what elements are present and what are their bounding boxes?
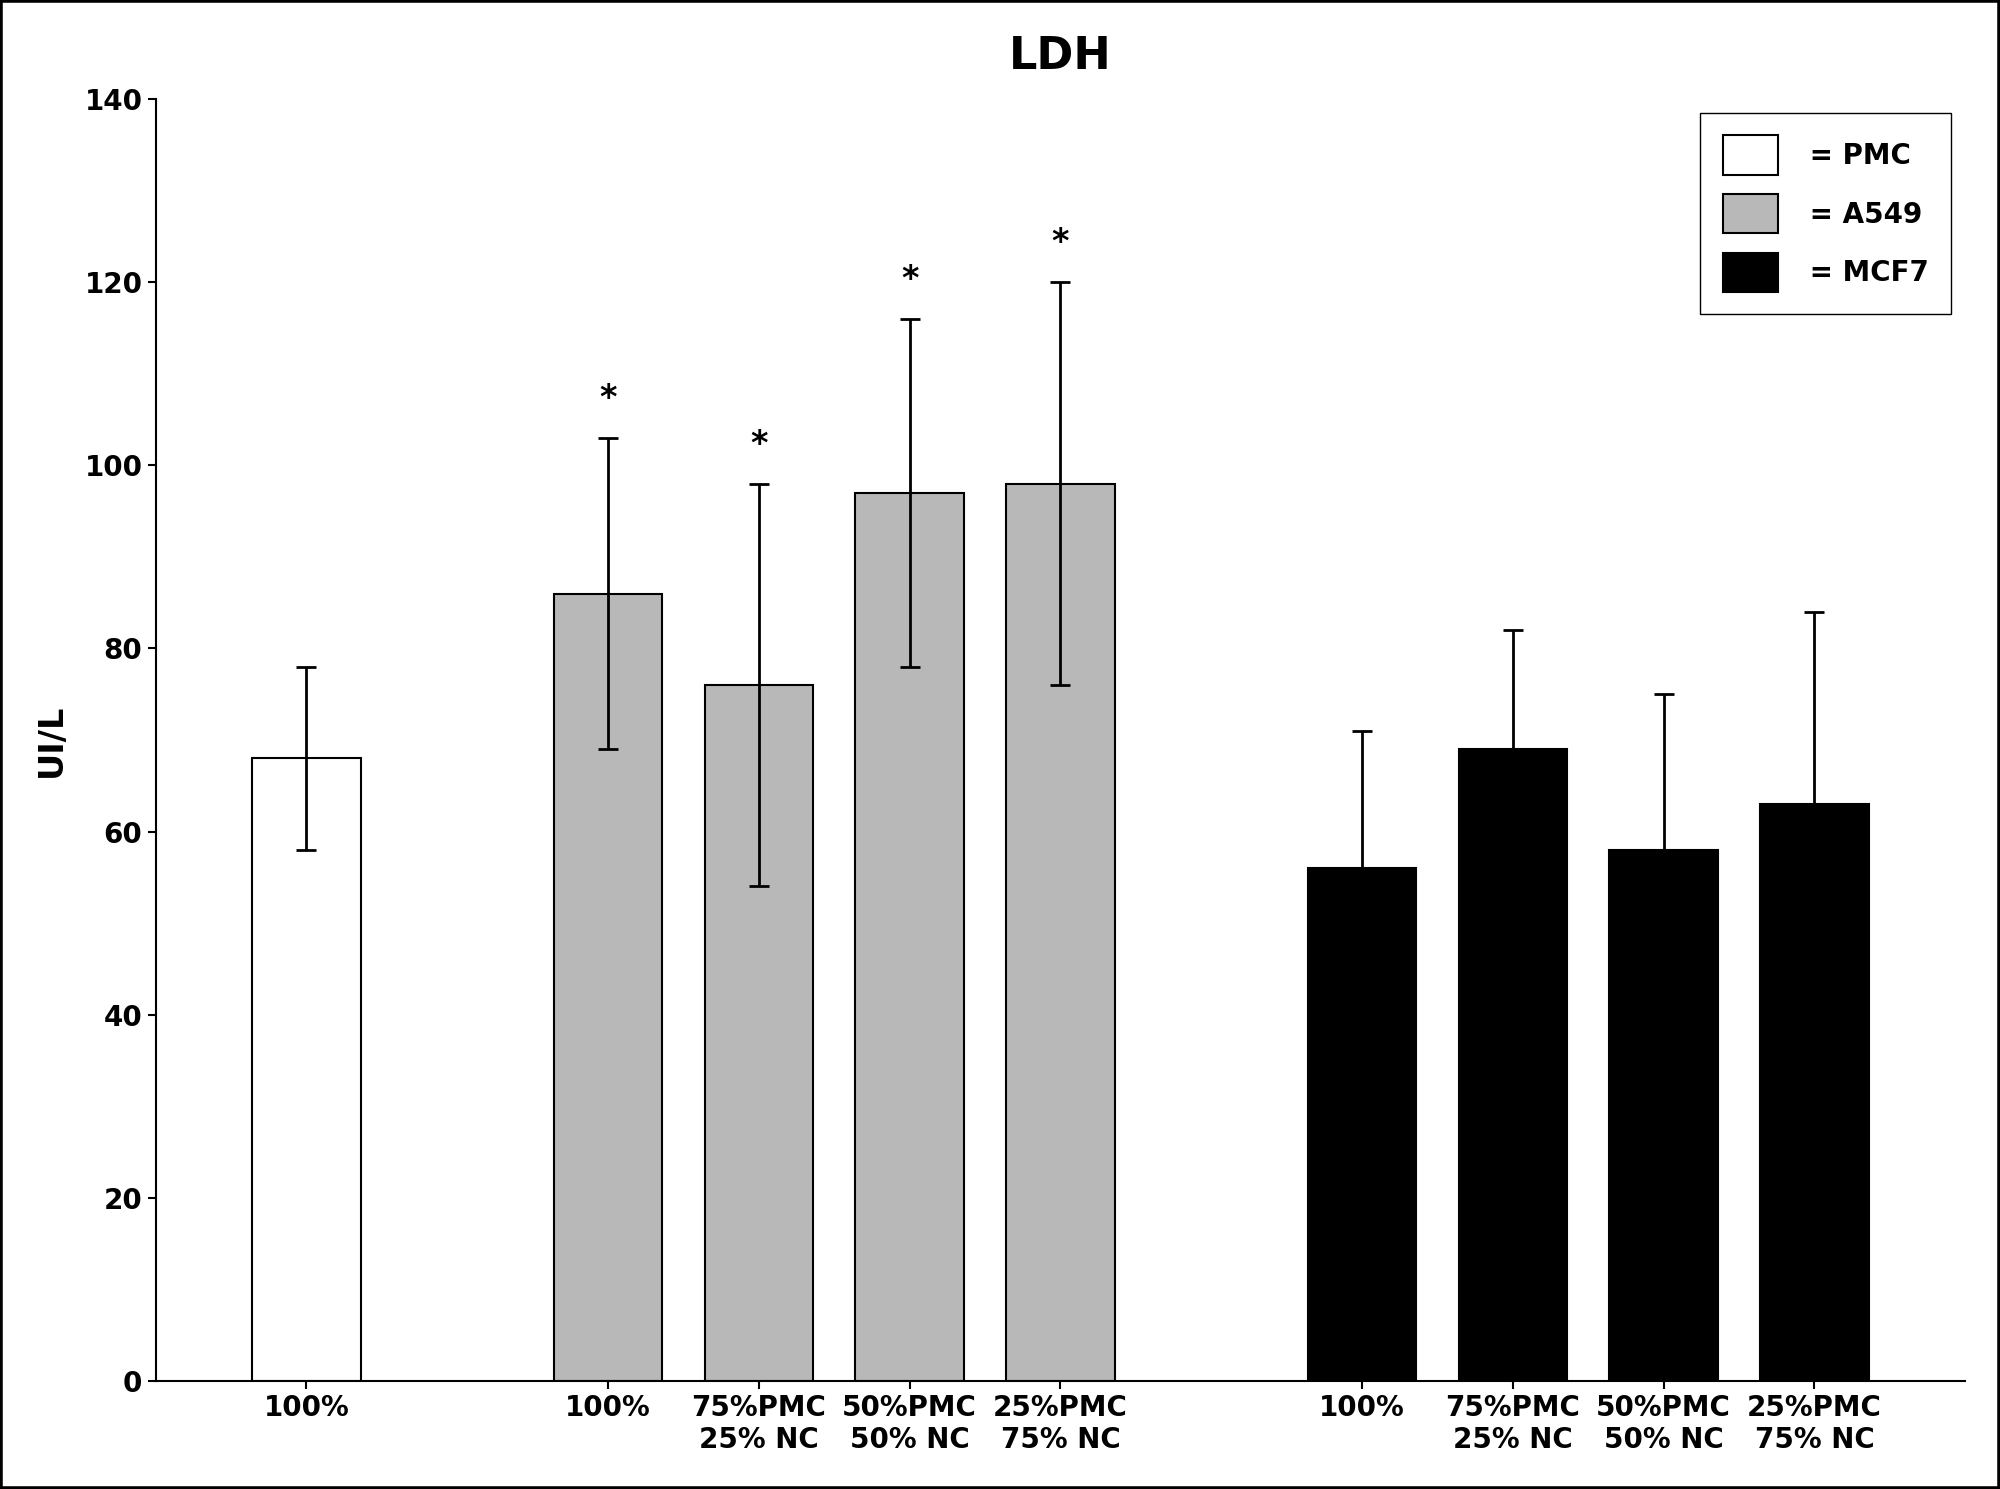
Bar	[1458, 749, 1568, 1380]
Text: *: *	[900, 264, 918, 296]
Text: *: *	[1052, 226, 1070, 259]
Title: LDH: LDH	[1010, 34, 1112, 77]
Y-axis label: UI/L: UI/L	[34, 703, 68, 777]
Bar	[1006, 484, 1114, 1380]
Bar	[704, 685, 814, 1380]
Bar	[1760, 804, 1868, 1380]
Bar	[1308, 868, 1416, 1380]
Legend:  = PMC,  = A549,  = MCF7: = PMC, = A549, = MCF7	[1700, 113, 1952, 314]
Bar	[252, 758, 360, 1380]
Bar	[1610, 850, 1718, 1380]
Bar	[856, 493, 964, 1380]
Bar	[554, 594, 662, 1380]
Text: *: *	[600, 383, 616, 415]
Text: *: *	[750, 427, 768, 460]
